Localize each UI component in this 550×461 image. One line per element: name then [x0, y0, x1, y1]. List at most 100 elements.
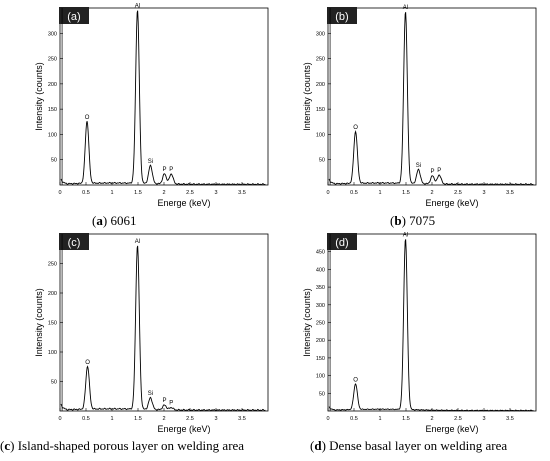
panel-tag-text: (a) — [67, 11, 80, 23]
x-tick-label: 2 — [162, 416, 165, 422]
y-axis-label: Intensity (counts) — [302, 288, 312, 357]
y-tick-label: 300 — [48, 31, 57, 37]
x-tick-label: 2.5 — [454, 416, 462, 422]
peak-label-al: Al — [403, 5, 408, 11]
x-tick-label: 3 — [482, 416, 485, 422]
panel-tag-text: (c) — [68, 237, 81, 249]
y-tick-label: 400 — [316, 267, 325, 273]
y-tick-label: 100 — [48, 132, 57, 138]
peak-label-p: P — [169, 400, 173, 406]
spectrum-line — [60, 245, 266, 412]
x-tick-label: 2.5 — [186, 190, 194, 196]
x-tick-label: 1 — [378, 416, 381, 422]
y-tick-label: 50 — [319, 391, 325, 397]
peak-label-al: Al — [135, 4, 140, 10]
y-tick-label: 250 — [48, 57, 57, 63]
caption-d: (d) Dense basal layer on welding area — [310, 438, 508, 453]
y-tick-label: 450 — [316, 250, 325, 256]
plot-frame — [327, 7, 537, 186]
y-tick-label: 150 — [316, 356, 325, 362]
peak-label-p: P — [163, 167, 167, 173]
x-tick-label: 1.5 — [402, 190, 410, 196]
plot-frame — [59, 7, 269, 186]
x-tick-label: 1.5 — [134, 416, 142, 422]
y-tick-label: 250 — [316, 321, 325, 327]
peak-label-al: Al — [135, 239, 140, 245]
x-axis-label: Energe (keV) — [425, 198, 478, 208]
x-tick-label: 0.5 — [350, 190, 358, 196]
y-axis-label: Intensity (counts) — [34, 288, 44, 357]
y-tick-label: 250 — [316, 57, 325, 63]
x-tick-label: 0.5 — [350, 416, 358, 422]
x-axis-label: Energe (keV) — [157, 424, 210, 434]
y-tick-label: 200 — [316, 338, 325, 344]
chart-panel-a: (a) 50 100 150 200 250 300 0 0.5 1 1.5 2 2.5 3 3.5 Ener… — [10, 2, 272, 209]
spectrum-chart: (c) 50 100 150 200 250 0 0.5 1 1.5 2 2.5 3 3.5 Energe … — [34, 233, 269, 434]
x-axis-label: Energe (keV) — [157, 198, 210, 208]
y-tick-label: 150 — [48, 321, 57, 327]
caption-b: (b) 7075 — [390, 213, 436, 228]
x-tick-label: 3 — [482, 190, 485, 196]
x-tick-label: 0 — [326, 190, 329, 196]
x-tick-label: 1 — [378, 190, 381, 196]
peak-label-o: O — [353, 377, 358, 383]
chart-panel-b: (b) 50 100 150 200 250 300 0 0.5 1 1.5 2 2.5 3 3.5 Ener… — [278, 2, 540, 209]
y-tick-label: 300 — [316, 31, 325, 37]
spectrum-chart: (d) 50 100 150 200 250 300 350 400 450 0 0.5 1 1.5 2 2.… — [302, 232, 537, 434]
y-tick-label: 50 — [51, 380, 57, 386]
x-tick-label: 2.5 — [186, 416, 194, 422]
x-tick-label: 3.5 — [238, 190, 246, 196]
y-tick-label: 250 — [48, 262, 57, 268]
y-tick-label: 300 — [316, 303, 325, 309]
panel-tag: (b) — [327, 7, 357, 24]
peak-label-si: Si — [148, 391, 153, 397]
x-tick-label: 1.5 — [402, 416, 410, 422]
panel-tag: (a) — [59, 7, 89, 24]
x-tick-label: 0.5 — [82, 190, 90, 196]
plot-frame — [59, 233, 269, 412]
y-tick-label: 50 — [51, 158, 57, 164]
x-tick-label: 1.5 — [134, 190, 142, 196]
x-tick-label: 3.5 — [238, 416, 246, 422]
peak-label-o: O — [353, 125, 358, 131]
spectrum-line — [328, 239, 534, 412]
x-tick-label: 3.5 — [506, 416, 514, 422]
y-tick-label: 200 — [316, 82, 325, 88]
y-tick-label: 150 — [316, 107, 325, 113]
x-tick-label: 3.5 — [506, 190, 514, 196]
x-tick-label: 2 — [430, 416, 433, 422]
peak-label-si: Si — [148, 159, 153, 165]
y-tick-label: 100 — [316, 374, 325, 380]
x-tick-label: 1 — [110, 190, 113, 196]
y-tick-label: 50 — [319, 158, 325, 164]
y-tick-label: 150 — [48, 107, 57, 113]
panel-tag-text: (b) — [335, 11, 348, 23]
peak-label-p: P — [437, 168, 441, 174]
peak-label-o: O — [85, 115, 90, 121]
caption-c: (c) Island-shaped porous layer on weldin… — [0, 438, 245, 453]
peak-label-si: Si — [416, 163, 421, 169]
x-tick-label: 0 — [58, 190, 61, 196]
plot-frame — [327, 233, 537, 412]
peak-label-p: P — [431, 169, 435, 175]
x-tick-label: 2 — [162, 190, 165, 196]
x-tick-label: 0.5 — [82, 416, 90, 422]
y-tick-label: 100 — [316, 132, 325, 138]
chart-panel-c: (c) 50 100 150 200 250 0 0.5 1 1.5 2 2.5 3 3.5 Energe … — [10, 228, 272, 435]
x-tick-label: 0 — [58, 416, 61, 422]
panel-tag-text: (d) — [335, 237, 348, 249]
y-tick-label: 100 — [48, 350, 57, 356]
y-axis-label: Intensity (counts) — [302, 62, 312, 131]
x-tick-label: 3 — [214, 190, 217, 196]
chart-panel-d: (d) 50 100 150 200 250 300 350 400 450 0 0.5 1 1.5 2 2.… — [278, 228, 540, 435]
x-tick-label: 2.5 — [454, 190, 462, 196]
peak-label-o: O — [85, 360, 90, 366]
x-tick-label: 1 — [110, 416, 113, 422]
peak-label-al: Al — [403, 232, 408, 238]
panel-tag: (d) — [327, 233, 357, 250]
x-axis-label: Energe (keV) — [425, 424, 478, 434]
caption-a: (a) 6061 — [92, 213, 137, 228]
y-tick-label: 200 — [48, 82, 57, 88]
x-tick-label: 3 — [214, 416, 217, 422]
spectrum-chart: (a) 50 100 150 200 250 300 0 0.5 1 1.5 2 2.5 3 3.5 Ener… — [34, 4, 269, 208]
